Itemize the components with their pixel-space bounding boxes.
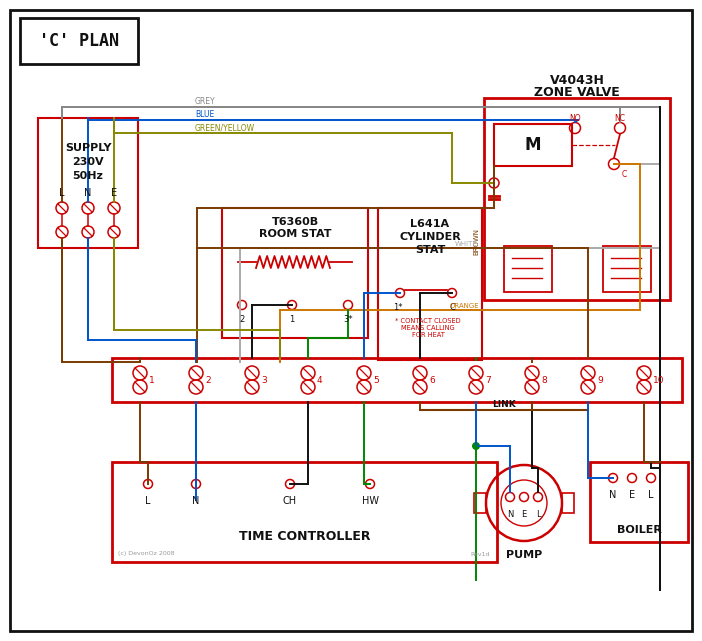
Text: L: L: [59, 188, 65, 198]
Text: 10: 10: [653, 376, 665, 385]
Bar: [112, 462, 497, 562]
Text: C: C: [621, 169, 627, 178]
Text: V4043H: V4043H: [550, 74, 604, 87]
Text: 3: 3: [261, 376, 267, 385]
Text: 2: 2: [239, 315, 244, 324]
Bar: [562, 493, 574, 513]
Text: ZONE VALVE: ZONE VALVE: [534, 85, 620, 99]
Text: 3*: 3*: [343, 315, 353, 324]
Text: 4: 4: [317, 376, 323, 385]
Bar: [38, 118, 138, 248]
Bar: [590, 462, 688, 542]
Text: 9: 9: [597, 376, 603, 385]
Text: (c) DevonOz 2008: (c) DevonOz 2008: [118, 551, 175, 556]
Text: L: L: [145, 496, 151, 506]
Text: NO: NO: [569, 113, 581, 122]
Bar: [20, 18, 138, 64]
Text: Rev1d: Rev1d: [470, 551, 489, 556]
Text: CH: CH: [283, 496, 297, 506]
Text: ORANGE: ORANGE: [450, 303, 479, 309]
Text: 7: 7: [485, 376, 491, 385]
Text: N: N: [609, 490, 616, 500]
Bar: [484, 98, 670, 300]
Text: 1*: 1*: [393, 303, 403, 312]
Text: LINK: LINK: [492, 400, 516, 409]
Text: ROOM STAT: ROOM STAT: [259, 229, 331, 239]
Text: 5: 5: [373, 376, 379, 385]
Text: E: E: [111, 188, 117, 198]
Text: L: L: [648, 490, 654, 500]
Text: BOILER: BOILER: [616, 525, 661, 535]
Bar: [603, 246, 651, 292]
Text: E: E: [522, 510, 526, 519]
Text: STAT: STAT: [415, 245, 445, 255]
Text: 230V: 230V: [72, 157, 104, 167]
Text: 2: 2: [205, 376, 211, 385]
Bar: [474, 493, 486, 513]
Text: N: N: [84, 188, 92, 198]
Bar: [378, 208, 482, 360]
Text: CYLINDER: CYLINDER: [399, 232, 461, 242]
Text: 1: 1: [149, 376, 154, 385]
Text: PUMP: PUMP: [506, 550, 542, 560]
Text: WHITE: WHITE: [456, 241, 478, 247]
Text: N: N: [192, 496, 199, 506]
Text: C: C: [449, 303, 455, 312]
Text: 6: 6: [429, 376, 435, 385]
Text: T6360B: T6360B: [272, 217, 319, 227]
Bar: [222, 208, 368, 338]
Text: HW: HW: [362, 496, 378, 506]
Text: GREY: GREY: [195, 97, 216, 106]
Text: BLUE: BLUE: [195, 110, 214, 119]
Text: SUPPLY: SUPPLY: [65, 143, 111, 153]
Text: L641A: L641A: [411, 219, 449, 229]
Bar: [494, 124, 572, 166]
Text: 1: 1: [289, 315, 295, 324]
Text: NC: NC: [614, 113, 625, 122]
Text: N: N: [507, 510, 513, 519]
Text: 'C' PLAN: 'C' PLAN: [39, 32, 119, 50]
Text: E: E: [629, 490, 635, 500]
Text: 50Hz: 50Hz: [72, 171, 103, 181]
Text: 8: 8: [541, 376, 547, 385]
Circle shape: [472, 442, 480, 450]
Text: M: M: [525, 136, 541, 154]
Text: * CONTACT CLOSED
MEANS CALLING
FOR HEAT: * CONTACT CLOSED MEANS CALLING FOR HEAT: [395, 318, 461, 338]
Text: L: L: [536, 510, 541, 519]
Text: GREEN/YELLOW: GREEN/YELLOW: [195, 123, 255, 132]
Text: BROWN: BROWN: [473, 228, 479, 255]
Bar: [112, 358, 682, 402]
Bar: [504, 246, 552, 292]
Text: TIME CONTROLLER: TIME CONTROLLER: [239, 529, 371, 542]
